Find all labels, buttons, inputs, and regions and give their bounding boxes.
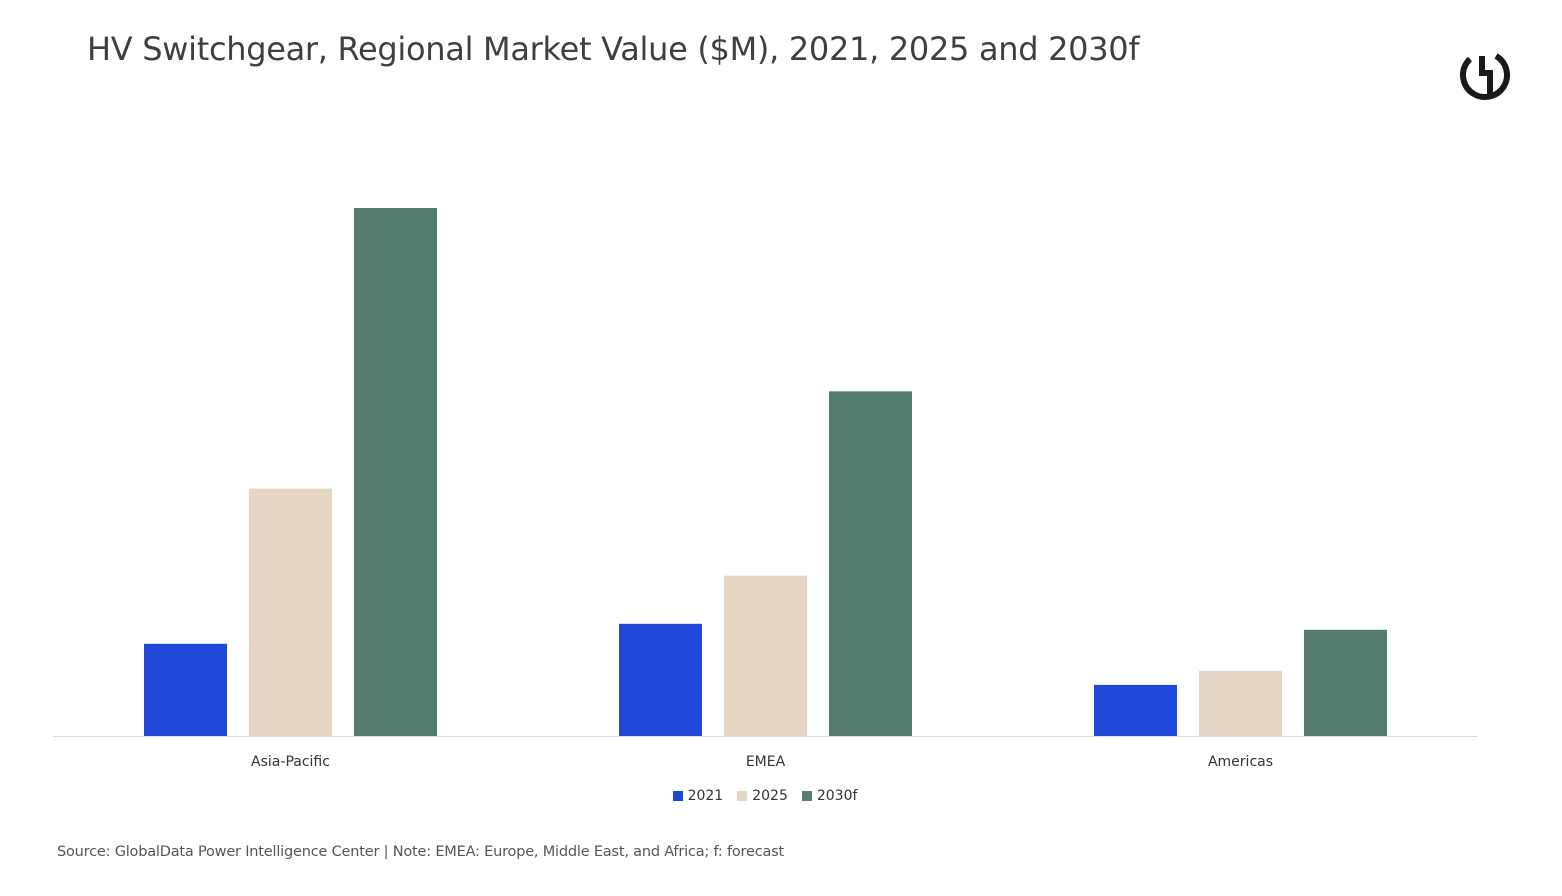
- legend-item: 2025: [737, 788, 788, 804]
- bar-americas-2021: [1094, 684, 1177, 736]
- chart-title: HV Switchgear, Regional Market Value ($M…: [87, 30, 1140, 68]
- bar-americas-2030f: [1304, 629, 1387, 736]
- legend-swatch: [737, 791, 748, 801]
- bar-americas-2025: [1199, 670, 1282, 736]
- x-tick-label: Asia-Pacific: [251, 754, 330, 770]
- legend-label: 2021: [687, 788, 724, 804]
- chart-legend: 2021 2025 2030f: [0, 788, 1530, 804]
- bar-asia-pacific-2030f: [354, 208, 437, 736]
- bar-asia-pacific-2025: [249, 488, 332, 736]
- bar-emea-2021: [619, 623, 702, 736]
- legend-item: 2021: [672, 788, 724, 804]
- legend-item: 2030f: [801, 788, 858, 804]
- legend-label: 2030f: [816, 788, 858, 804]
- legend-label: 2025: [752, 788, 788, 804]
- bar-emea-2025: [724, 575, 807, 736]
- bar-asia-pacific-2021: [144, 643, 227, 736]
- x-tick-label: EMEA: [746, 754, 786, 770]
- x-tick-label: Americas: [1208, 754, 1273, 770]
- legend-swatch: [801, 791, 812, 801]
- legend-swatch: [672, 791, 683, 801]
- globaldata-logo-icon: [1460, 50, 1510, 100]
- bar-emea-2030f: [829, 391, 912, 736]
- source-note: Source: GlobalData Power Intelligence Ce…: [57, 844, 784, 860]
